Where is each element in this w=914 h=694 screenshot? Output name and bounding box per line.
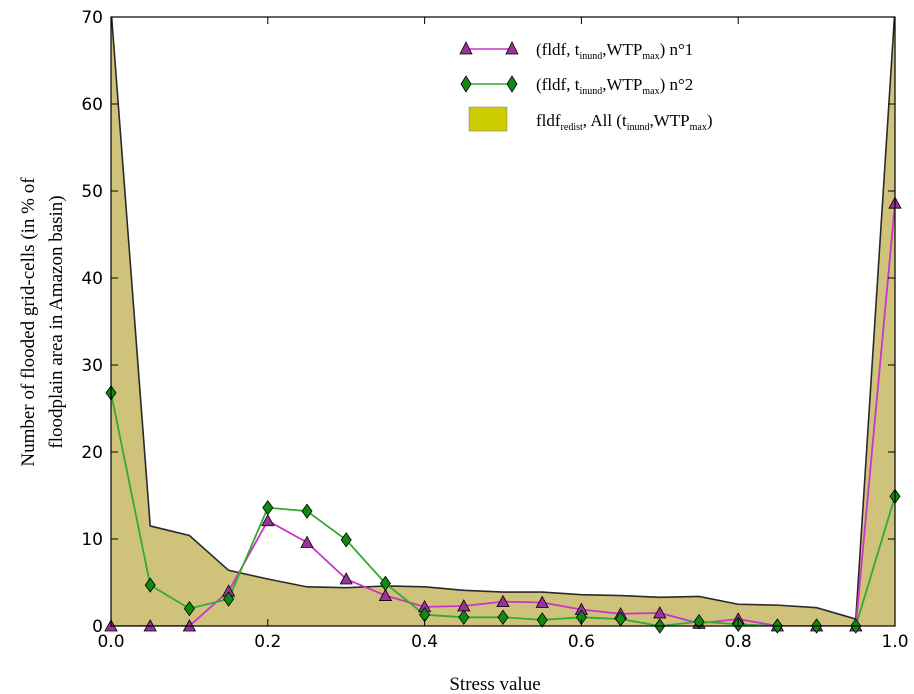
y-tick-label: 50 <box>81 182 103 202</box>
x-axis-title: Stress value <box>449 674 540 694</box>
legend-label-series1: (fldf, tinund,WTPmax) n°1 <box>536 40 693 62</box>
y-tick-label: 40 <box>81 269 103 289</box>
y-tick-label: 60 <box>81 95 103 115</box>
y-axis-title-line2: floodplain area in Amazon basin) <box>46 195 67 448</box>
legend-label-series2: (fldf, tinund,WTPmax) n°2 <box>536 75 693 97</box>
y-tick-label: 70 <box>81 8 103 28</box>
legend-swatch-area <box>469 107 507 131</box>
y-tick-label: 0 <box>92 617 103 637</box>
y-tick-label: 20 <box>81 443 103 463</box>
x-tick-label: 0.8 <box>725 632 752 652</box>
x-tick-label: 0.4 <box>411 632 438 652</box>
y-tick-label: 30 <box>81 356 103 376</box>
y-tick-label: 10 <box>81 530 103 550</box>
x-tick-label: 0.6 <box>568 632 595 652</box>
x-tick-label: 0.2 <box>254 632 281 652</box>
y-axis-title-line1: Number of flooded grid-cells (in % of <box>18 177 39 467</box>
x-tick-label: 1.0 <box>881 632 908 652</box>
